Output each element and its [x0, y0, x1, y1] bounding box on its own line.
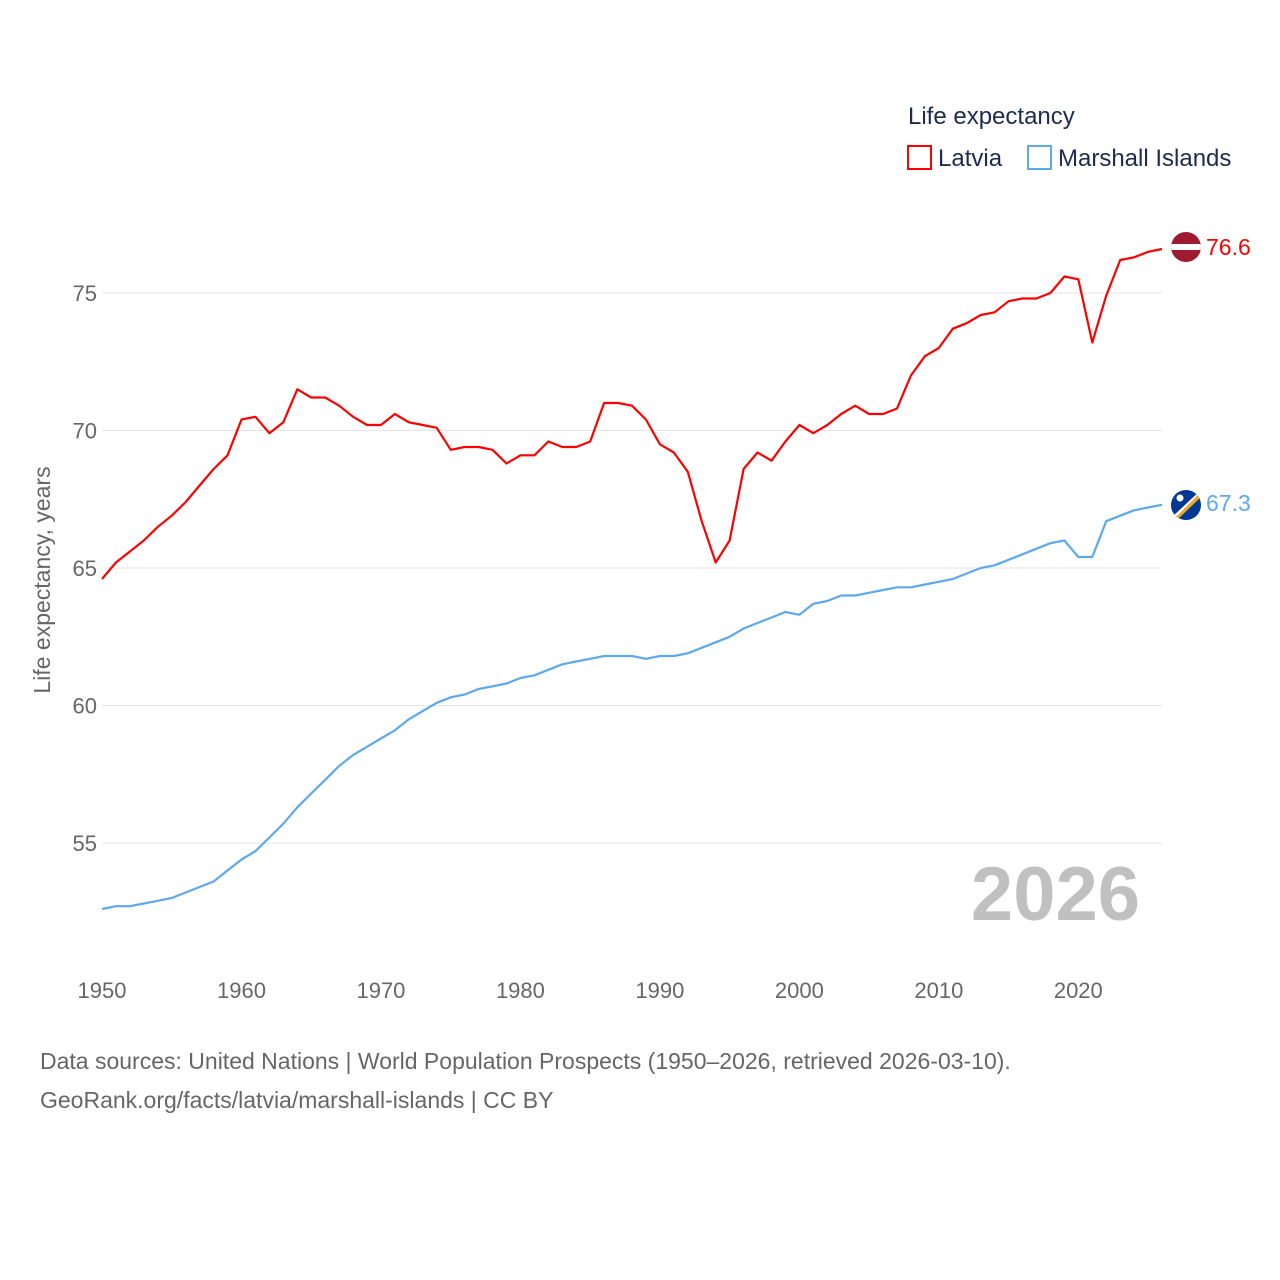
x-tick-label: 1970	[356, 978, 405, 1003]
legend-label-latvia[interactable]: Latvia	[938, 145, 1003, 172]
x-tick-label: 2020	[1054, 978, 1103, 1003]
latvia-flag-icon	[1171, 232, 1201, 262]
series-line-latvia	[101, 247, 1163, 580]
x-tick-label: 1950	[78, 978, 127, 1003]
x-tick-label: 2010	[914, 978, 963, 1003]
legend-label-marshall-islands[interactable]: Marshall Islands	[1058, 145, 1231, 172]
x-tick-label: 1980	[496, 978, 545, 1003]
x-axis: 1950 1960 1970 1980 1990 2000 2010 2020	[78, 978, 1103, 1003]
y-tick-label: 70	[73, 419, 97, 444]
y-axis: 55 60 65 70 75	[73, 281, 97, 856]
x-tick-label: 1960	[217, 978, 266, 1003]
legend-swatch-latvia	[907, 145, 932, 170]
marshall-islands-end-label: 67.3	[1206, 490, 1251, 516]
current-year-watermark: 2026	[971, 852, 1140, 937]
latvia-end-label: 76.6	[1206, 234, 1251, 260]
y-tick-label: 55	[73, 831, 97, 856]
legend: Life expectancy Latvia Marshall Islands	[907, 103, 1231, 172]
x-tick-label: 2000	[775, 978, 824, 1003]
grid	[102, 292, 1162, 844]
y-tick-label: 75	[73, 281, 97, 306]
legend-swatch-marshall-islands	[1027, 145, 1052, 170]
series-lines	[101, 247, 1163, 911]
marshall-islands-flag-icon	[1171, 490, 1201, 520]
footer-sources: Data sources: United Nations | World Pop…	[40, 1048, 1011, 1074]
y-tick-label: 65	[73, 556, 97, 581]
y-axis-label: Life expectancy, years	[29, 466, 55, 693]
y-tick-label: 60	[73, 694, 97, 719]
x-tick-label: 1990	[635, 978, 684, 1003]
series-line-marshall-islands	[101, 503, 1163, 911]
legend-title: Life expectancy	[908, 103, 1075, 130]
footer-link[interactable]: GeoRank.org/facts/latvia/marshall-island…	[40, 1087, 553, 1113]
